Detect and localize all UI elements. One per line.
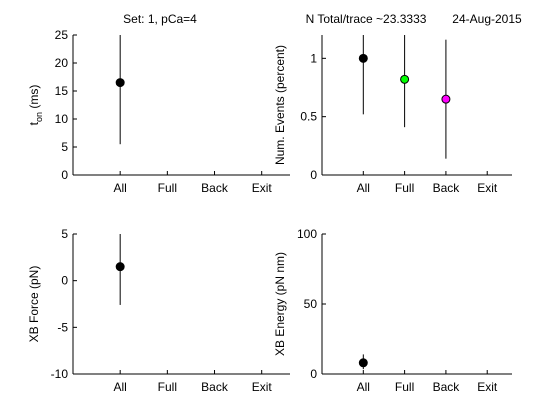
panel-xb-energy: 0 50 100 All Full Back Exit XB Energy (pN nm) <box>273 227 512 394</box>
x-tick-label: All <box>357 181 370 195</box>
y-axis-label: Num. Events (percent) <box>273 45 287 165</box>
x-tick-label: Full <box>395 380 414 394</box>
y-tick-label: 20 <box>55 56 69 70</box>
x-tick-label: Back <box>201 380 229 394</box>
x-tick-label: All <box>114 181 127 195</box>
y-tick-label: 0.5 <box>300 110 317 124</box>
x-tick-label: Exit <box>252 380 273 394</box>
y-axis-label-main: t <box>27 121 41 125</box>
data-point <box>400 74 410 84</box>
x-tick-label: Back <box>433 380 461 394</box>
x-tick-label: Exit <box>252 181 273 195</box>
data-point <box>115 262 125 272</box>
x-tick-label: Full <box>395 181 414 195</box>
y-tick-label: 100 <box>297 227 317 241</box>
y-axis-label: XB Force (pN) <box>27 266 41 343</box>
y-tick-label: 50 <box>304 297 318 311</box>
figure-date: 24-Aug-2015 <box>452 12 522 26</box>
x-tick-label: All <box>114 380 127 394</box>
y-axis-label: XB Energy (pN nm) <box>273 252 287 356</box>
y-tick-label: 0 <box>310 367 317 381</box>
panel-num-events: 0 0.5 1 All Full Back Exit Num. Events (percent… <box>273 35 512 195</box>
y-tick-label: -5 <box>57 320 68 334</box>
y-tick-label: 10 <box>55 112 69 126</box>
x-tick-label: Exit <box>477 380 498 394</box>
y-axis-label: ton (ms) <box>27 85 44 126</box>
y-tick-label: 5 <box>61 140 68 154</box>
data-point <box>441 94 451 104</box>
y-tick-label: 1 <box>310 51 317 65</box>
data-point <box>115 78 125 88</box>
x-tick-label: Full <box>158 380 177 394</box>
y-axis-label-unit: (ms) <box>27 85 41 112</box>
x-tick-label: Full <box>158 181 177 195</box>
panel-xb-force: -10 -5 0 5 All Full Back Exit XB Force (pN) <box>27 227 290 394</box>
panel-ton: 0 5 10 15 20 25 All Full Back Exit ton (ms) <box>27 28 290 195</box>
y-tick-label: 0 <box>310 168 317 182</box>
x-tick-label: All <box>357 380 370 394</box>
y-tick-label: 5 <box>61 227 68 241</box>
y-tick-label: 0 <box>61 168 68 182</box>
y-tick-label: 15 <box>55 84 69 98</box>
figure-title-left: Set: 1, pCa=4 <box>123 12 197 26</box>
figure-title-right: N Total/trace ~23.3333 <box>306 12 427 26</box>
data-point <box>358 53 368 63</box>
data-point <box>358 358 368 368</box>
y-tick-label: 0 <box>61 274 68 288</box>
x-tick-label: Back <box>201 181 229 195</box>
y-tick-label: 25 <box>55 28 69 42</box>
y-axis-label-sub: on <box>34 112 44 122</box>
y-tick-label: -10 <box>51 367 69 381</box>
x-tick-label: Exit <box>477 181 498 195</box>
x-tick-label: Back <box>433 181 461 195</box>
